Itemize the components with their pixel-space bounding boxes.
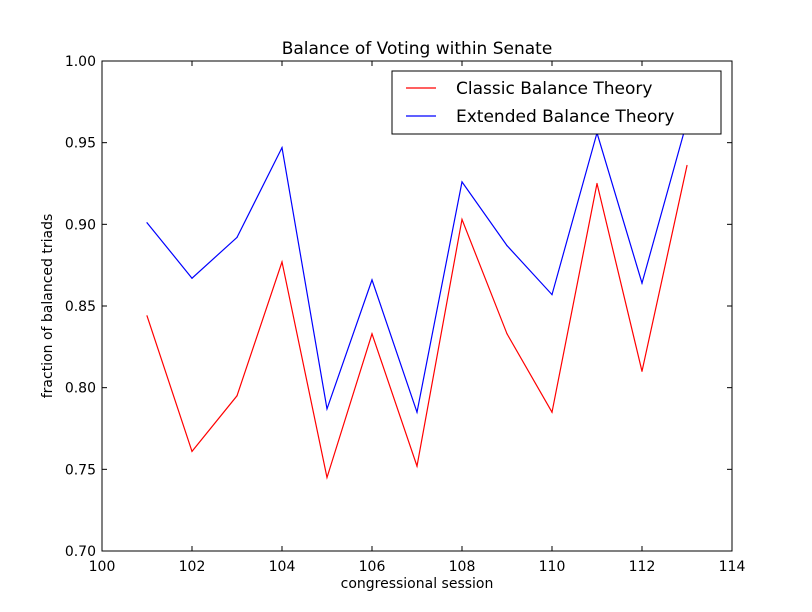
data-point-classic bbox=[551, 411, 553, 413]
data-point-classic bbox=[191, 450, 193, 452]
data-point-extended bbox=[146, 222, 148, 224]
x-axis-label: congressional session bbox=[341, 576, 494, 592]
data-point-classic bbox=[686, 164, 688, 167]
y-tick-label: 0.90 bbox=[65, 217, 96, 233]
data-point-classic bbox=[596, 182, 598, 185]
legend-label-extended: Extended Balance Theory bbox=[456, 107, 674, 127]
plot-frame bbox=[101, 60, 733, 552]
y-tick-label: 0.85 bbox=[65, 299, 96, 315]
x-tick-label: 102 bbox=[179, 559, 206, 575]
plot-area bbox=[102, 61, 732, 551]
data-point-extended bbox=[326, 408, 328, 410]
data-point-classic bbox=[281, 261, 283, 263]
data-point-extended bbox=[551, 294, 553, 296]
data-point-classic bbox=[146, 315, 148, 317]
data-point-extended bbox=[236, 236, 238, 238]
data-point-extended bbox=[506, 245, 508, 247]
data-point-extended bbox=[281, 147, 283, 149]
data-point-classic bbox=[506, 333, 508, 335]
legend-box bbox=[391, 70, 722, 135]
data-point-classic bbox=[641, 370, 643, 372]
data-point-classic bbox=[236, 395, 238, 397]
y-tick-label: 0.70 bbox=[65, 544, 96, 560]
x-tick-label: 106 bbox=[359, 559, 386, 575]
data-point-extended bbox=[641, 282, 643, 284]
x-tick-label: 100 bbox=[89, 559, 116, 575]
x-tick-label: 104 bbox=[269, 559, 296, 575]
x-tick-label: 108 bbox=[449, 559, 476, 575]
legend: Classic Balance Theory Extended Balance … bbox=[391, 70, 722, 135]
data-point-classic bbox=[416, 465, 418, 467]
data-point-extended bbox=[191, 277, 193, 279]
y-tick-label: 1.00 bbox=[65, 54, 96, 70]
data-point-classic bbox=[371, 333, 373, 335]
data-point-extended bbox=[461, 181, 463, 183]
data-point-classic bbox=[461, 218, 463, 220]
y-tick-label: 0.95 bbox=[65, 136, 96, 152]
x-tick-label: 112 bbox=[629, 559, 656, 575]
y-axis-label: fraction of balanced triads bbox=[40, 214, 56, 399]
legend-label-classic: Classic Balance Theory bbox=[456, 79, 652, 99]
y-tick-label: 0.75 bbox=[65, 462, 96, 478]
chart-title: Balance of Voting within Senate bbox=[282, 39, 553, 59]
ticks-layer: 100 102 104 106 108 110 112 114 0.70 0.75 0.80 0.85… bbox=[65, 54, 746, 575]
data-point-extended bbox=[416, 411, 418, 413]
data-point-extended bbox=[371, 279, 373, 281]
x-tick-label: 110 bbox=[539, 559, 566, 575]
x-tick-label: 114 bbox=[719, 559, 746, 575]
y-tick-label: 0.80 bbox=[65, 381, 96, 397]
data-point-classic bbox=[326, 476, 328, 479]
